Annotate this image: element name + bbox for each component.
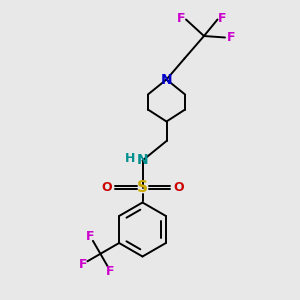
Text: F: F bbox=[79, 257, 87, 271]
Text: S: S bbox=[137, 180, 148, 195]
Text: N: N bbox=[137, 154, 148, 167]
Text: F: F bbox=[106, 265, 115, 278]
Text: F: F bbox=[218, 11, 226, 25]
Text: O: O bbox=[101, 181, 112, 194]
Text: F: F bbox=[227, 31, 236, 44]
Text: F: F bbox=[86, 230, 94, 243]
Text: O: O bbox=[173, 181, 184, 194]
Text: F: F bbox=[177, 11, 186, 25]
Text: H: H bbox=[125, 152, 135, 165]
Text: N: N bbox=[161, 73, 172, 86]
